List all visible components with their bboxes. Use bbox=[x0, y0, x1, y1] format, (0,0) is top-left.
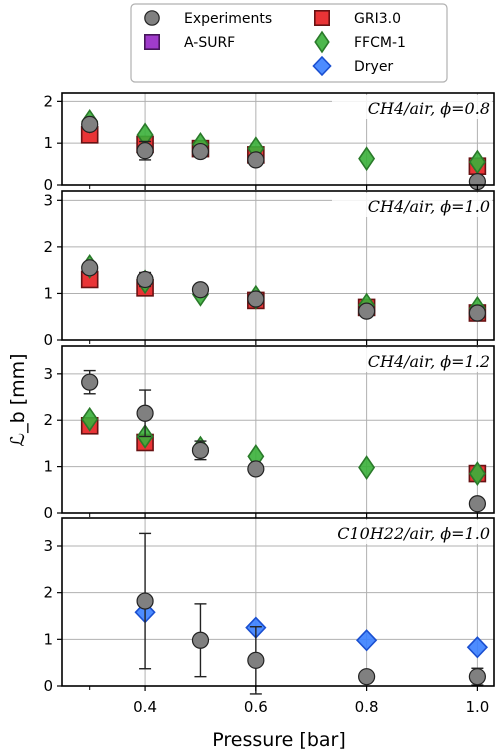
data-point-experiments bbox=[191, 441, 210, 459]
data-point-ffcm-1 bbox=[468, 461, 486, 486]
data-point-experiments bbox=[136, 404, 154, 422]
data-point-experiments bbox=[81, 115, 99, 133]
data-point-experiments bbox=[191, 631, 210, 649]
data-point-dryer bbox=[356, 629, 378, 652]
y-tick-label: 2 bbox=[43, 92, 53, 110]
y-tick-label: 3 bbox=[43, 365, 53, 383]
panel-title-background bbox=[332, 520, 492, 544]
data-point-ffcm-1 bbox=[468, 149, 486, 175]
data-point-experiments bbox=[191, 281, 210, 299]
data-point-ffcm-1 bbox=[358, 146, 376, 172]
data-point-experiments bbox=[247, 290, 265, 308]
panel-frame bbox=[61, 517, 495, 687]
y-tick-label: 0 bbox=[43, 504, 53, 522]
y-tick-label: 1 bbox=[43, 630, 53, 648]
legend-box bbox=[130, 3, 448, 83]
data-point-experiments bbox=[247, 151, 265, 169]
x-axis-label: Pressure [bar] bbox=[212, 729, 346, 751]
panel-title-background bbox=[332, 348, 492, 372]
panel-title-background bbox=[332, 95, 492, 119]
data-point-experiments bbox=[358, 668, 376, 686]
panel-title-background bbox=[332, 193, 492, 217]
data-point-experiments bbox=[247, 651, 265, 669]
data-point-experiments bbox=[191, 142, 210, 161]
y-tick-label: 3 bbox=[43, 537, 53, 555]
y-tick-label: 1 bbox=[43, 284, 53, 302]
y-tick-label: 2 bbox=[43, 584, 53, 602]
x-tick-label: 1.0 bbox=[465, 698, 489, 716]
data-point-experiments bbox=[468, 668, 486, 686]
panel-title: CH4/air, ϕ=1.2 bbox=[368, 352, 490, 371]
panel-frame bbox=[61, 190, 495, 341]
y-axis-label: ℒ_b [mm] bbox=[7, 353, 29, 446]
legend-label: A-SURF bbox=[184, 35, 235, 51]
data-point-ffcm-1 bbox=[358, 455, 376, 480]
data-point-experiments bbox=[358, 302, 376, 320]
y-tick-label: 0 bbox=[43, 677, 53, 695]
data-point-experiments bbox=[136, 142, 154, 160]
legend-marker bbox=[144, 10, 160, 26]
panel-frame bbox=[61, 92, 495, 186]
y-tick-label: 2 bbox=[43, 238, 53, 256]
data-point-experiments bbox=[247, 460, 265, 478]
legend-marker bbox=[314, 30, 330, 54]
panel-frame bbox=[61, 345, 495, 514]
y-tick-label: 1 bbox=[43, 134, 53, 152]
data-point-experiments bbox=[136, 270, 154, 289]
y-tick-label: 1 bbox=[43, 458, 53, 476]
data-point-dryer bbox=[466, 636, 488, 659]
legend-marker bbox=[144, 33, 161, 50]
x-tick-label: 0.6 bbox=[244, 698, 268, 716]
panel-title: CH4/air, ϕ=1.0 bbox=[368, 197, 490, 216]
y-tick-label: 2 bbox=[43, 411, 53, 429]
legend-marker bbox=[312, 55, 332, 77]
legend-label: FFCM-1 bbox=[354, 35, 406, 51]
legend-marker bbox=[313, 10, 330, 26]
data-point-experiments bbox=[81, 259, 99, 277]
y-tick-label: 0 bbox=[43, 176, 53, 194]
x-tick-label: 0.4 bbox=[133, 698, 157, 716]
data-point-experiments bbox=[468, 304, 486, 322]
legend-label: Dryer bbox=[354, 59, 393, 75]
data-point-experiments bbox=[468, 495, 486, 513]
y-tick-label: 3 bbox=[43, 191, 53, 209]
legend-label: Experiments bbox=[184, 11, 272, 27]
panel-title: C10H22/air, ϕ=1.0 bbox=[337, 524, 490, 543]
legend-label: GRI3.0 bbox=[354, 11, 401, 27]
data-point-experiments bbox=[136, 592, 154, 610]
y-tick-label: 0 bbox=[43, 331, 53, 349]
data-point-experiments bbox=[81, 373, 99, 391]
data-point-ffcm-1 bbox=[81, 406, 99, 432]
legend: Experiments GRI3.0 A-SURF FFCM-1 Dryer bbox=[130, 3, 448, 83]
x-tick-label: 0.8 bbox=[355, 698, 379, 716]
panel-title: CH4/air, ϕ=0.8 bbox=[368, 99, 490, 118]
